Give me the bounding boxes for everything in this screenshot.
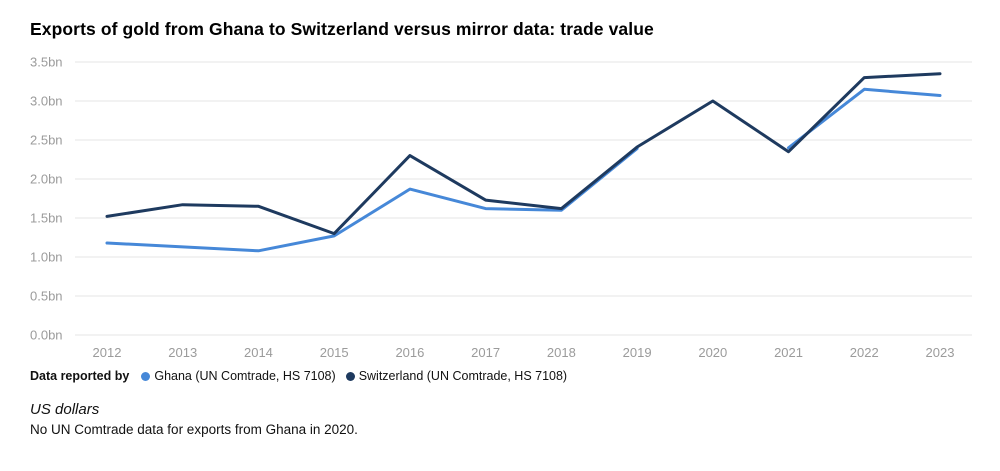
legend-prefix: Data reported by [30, 369, 130, 383]
x-axis-tick-label: 2013 [168, 345, 197, 360]
x-axis-tick-label: 2015 [320, 345, 349, 360]
x-axis-tick-label: 2020 [698, 345, 727, 360]
y-axis-tick-label: 3.5bn [30, 55, 63, 70]
x-axis-tick-label: 2017 [471, 345, 500, 360]
y-axis-tick-label: 2.5bn [30, 133, 63, 148]
footnote: No UN Comtrade data for exports from Gha… [30, 422, 358, 437]
x-axis-tick-label: 2019 [623, 345, 652, 360]
legend-dot-switzerland-icon [345, 371, 355, 381]
x-axis-tick-label: 2014 [244, 345, 273, 360]
legend-dot-ghana-icon [141, 371, 151, 381]
series-line-switzerland [105, 72, 942, 236]
chart-legend: Data reported by Ghana (UN Comtrade, HS … [30, 369, 577, 383]
legend-item-switzerland: Switzerland (UN Comtrade, HS 7108) [345, 369, 568, 383]
unit-caption: US dollars [30, 401, 100, 418]
legend-item-label: Switzerland (UN Comtrade, HS 7108) [358, 369, 568, 383]
y-axis-tick-label: 3.0bn [30, 94, 63, 109]
y-axis-tick-label: 1.0bn [30, 250, 63, 265]
x-axis-tick-label: 2012 [93, 345, 122, 360]
x-axis-tick-label: 2022 [850, 345, 879, 360]
x-axis-tick-label: 2016 [395, 345, 424, 360]
series-line-ghana [105, 147, 639, 253]
legend-item-ghana: Ghana (UN Comtrade, HS 7108) [141, 369, 336, 383]
y-axis-tick-label: 2.0bn [30, 172, 63, 187]
chart-svg: 0.0bn 0.5bn 1.0bn 1.5bn 2.0bn 2.5bn 3.0bn 3.5bn… [30, 55, 972, 360]
x-axis-tick-label: 2018 [547, 345, 576, 360]
y-axis-tick-label: 0.0bn [30, 328, 63, 343]
legend-item-label: Ghana (UN Comtrade, HS 7108) [154, 369, 336, 383]
chart-title: Exports of gold from Ghana to Switzerlan… [30, 19, 654, 39]
series-line-ghana [787, 87, 942, 150]
x-axis-tick-label: 2023 [926, 345, 955, 360]
x-axis-tick-label: 2021 [774, 345, 803, 360]
y-axis-tick-label: 1.5bn [30, 211, 63, 226]
y-axis-tick-label: 0.5bn [30, 289, 63, 304]
